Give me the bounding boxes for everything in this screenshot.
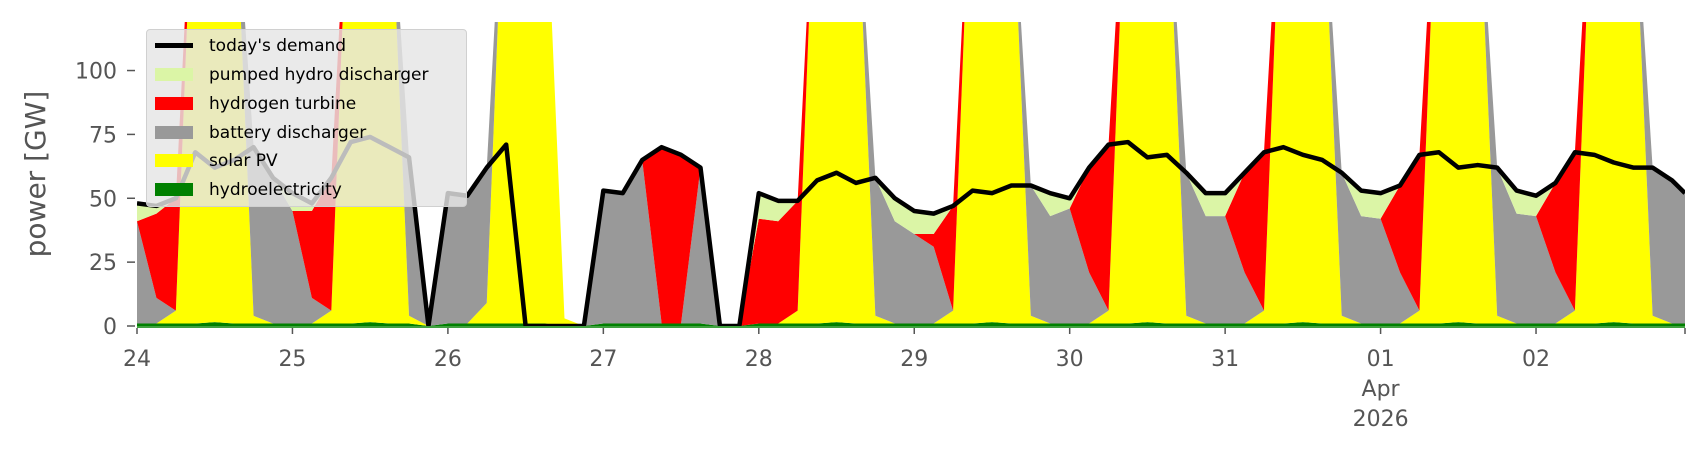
x-tick-year: 2026	[1353, 407, 1409, 432]
legend-swatch-line	[155, 43, 193, 48]
x-tick-label: 02	[1522, 347, 1550, 372]
y-tick-label: 75	[89, 123, 117, 148]
area-battery-discharger	[137, 22, 1685, 326]
legend-label: hydrogen turbine	[209, 93, 357, 114]
legend-swatch	[155, 183, 193, 196]
y-axis: 0 25 50 75 100	[75, 60, 135, 340]
x-axis: 24 25 26 27 28 29 30 31 01 Apr 2026 02	[123, 326, 1686, 432]
legend-swatch	[155, 126, 193, 139]
legend-label: today's demand	[209, 35, 347, 56]
y-axis-label: power [GW]	[19, 91, 52, 258]
x-tick-month: Apr	[1362, 377, 1401, 402]
legend: today's demand pumped hydro discharger h…	[146, 29, 467, 207]
legend-label: pumped hydro discharger	[209, 64, 429, 85]
x-tick-label: 30	[1056, 347, 1084, 372]
x-tick-label: 27	[589, 347, 617, 372]
x-tick-label: 26	[434, 347, 462, 372]
y-tick-label: 0	[103, 315, 117, 340]
x-tick-label: 29	[900, 347, 928, 372]
legend-label: solar PV	[209, 150, 278, 171]
area-solar-pv	[137, 22, 1685, 326]
legend-swatch	[155, 68, 193, 81]
legend-label: battery discharger	[209, 122, 367, 143]
legend-swatch	[155, 97, 193, 110]
x-tick-label: 25	[278, 347, 306, 372]
x-tick-label: 31	[1211, 347, 1239, 372]
y-tick-label: 25	[89, 251, 117, 276]
y-tick-label: 100	[75, 60, 117, 85]
x-tick-label: 24	[123, 347, 151, 372]
legend-swatch	[155, 154, 193, 167]
legend-label: hydroelectricity	[209, 179, 342, 200]
x-tick-label: 01	[1367, 347, 1395, 372]
y-tick-label: 50	[89, 187, 117, 212]
x-tick-label: 28	[745, 347, 773, 372]
